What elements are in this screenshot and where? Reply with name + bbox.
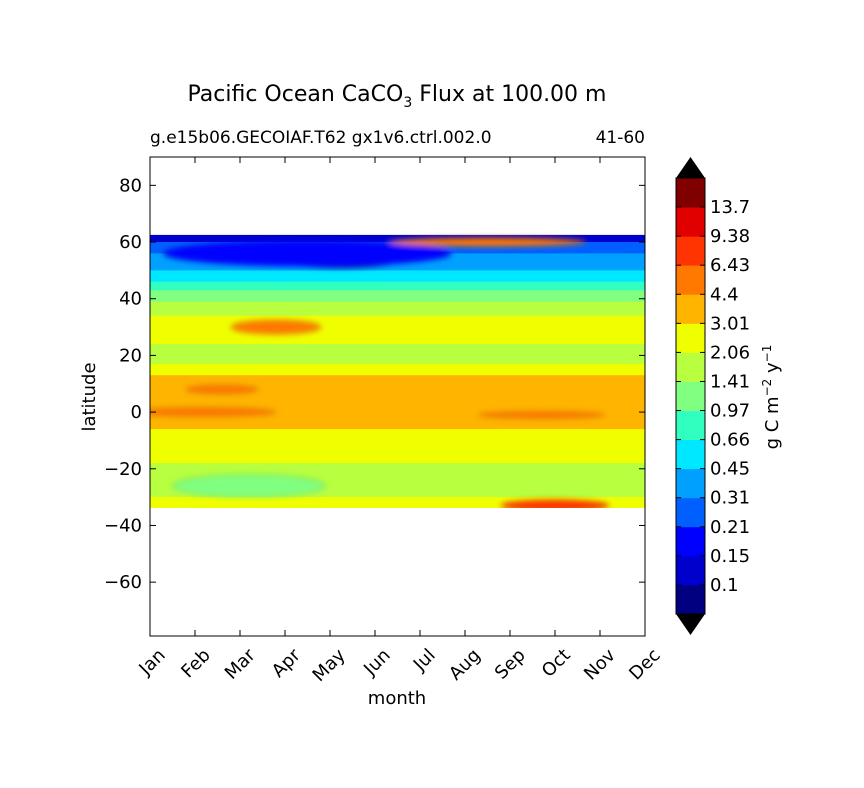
- colorbar-swatch: [676, 526, 705, 557]
- contour-region-south-spring-bloom: [500, 499, 610, 508]
- contour-band: [150, 363, 645, 376]
- colorbar-level-label: 2.06: [710, 342, 750, 363]
- colorbar-swatch: [676, 323, 705, 353]
- colorbar-swatch: [676, 207, 705, 237]
- colorbar-level-label: 6.43: [710, 255, 750, 276]
- x-tick-label: Dec: [625, 645, 664, 684]
- contour-band: [150, 375, 645, 430]
- colorbar-swatch: [676, 294, 705, 324]
- y-tick-label: −40: [104, 515, 142, 536]
- colorbar-swatch: [676, 178, 705, 208]
- chart-title: Pacific Ocean CaCO3 Flux at 100.00 m: [188, 82, 607, 111]
- contour-band: [150, 429, 645, 447]
- chart-subtitle-left: g.e15b06.GECOIAF.T62 gx1v6.ctrl.002.0: [150, 128, 492, 148]
- contour-region-subtropical-north-high: [230, 319, 322, 335]
- contour-band: [150, 281, 645, 291]
- colorbar-level-label: 13.7: [710, 197, 750, 218]
- x-tick-label: May: [309, 645, 350, 686]
- colorbar-level-label: 0.1: [710, 575, 739, 596]
- colorbar: 0.1 0.15 0.21 0.31 0.45 0.66 0.97 1.41 2.06 3.01 4…: [675, 157, 750, 635]
- colorbar-swatch: [676, 381, 705, 411]
- colorbar-swatch: [676, 555, 705, 586]
- colorbar-level-label: 0.21: [710, 517, 750, 538]
- contour-region-equator-band-2: [478, 411, 605, 419]
- y-tick-label: 80: [119, 175, 142, 196]
- contour-band: [150, 301, 645, 317]
- x-tick-label: Jun: [359, 645, 394, 680]
- contour-band: [150, 234, 645, 243]
- plot-frame: [149, 156, 646, 637]
- colorbar-level-label: 0.97: [710, 401, 750, 422]
- contour-region-south-gyre: [172, 474, 326, 498]
- x-tick-label: Sep: [491, 645, 530, 684]
- x-tick-label: Feb: [177, 645, 214, 682]
- colorbar-swatch: [676, 236, 705, 266]
- contour-band: [150, 290, 645, 303]
- x-tick-label: Oct: [538, 645, 575, 682]
- contour-field: [150, 234, 645, 508]
- y-axis-label: latitude: [79, 362, 100, 431]
- contour-region-north-summer-bloom: [388, 237, 587, 247]
- colorbar-level-label: 0.15: [710, 546, 750, 567]
- y-tick-label: −60: [104, 572, 142, 593]
- y-tick-label: −20: [104, 459, 142, 480]
- colorbar-swatch: [676, 439, 705, 470]
- x-tick-label: Mar: [221, 644, 260, 683]
- x-tick-label: Jul: [409, 645, 440, 676]
- contour-band: [150, 315, 645, 345]
- contour-band: [150, 497, 645, 508]
- contour-band: [150, 344, 645, 365]
- colorbar-level-label: 3.01: [710, 313, 750, 334]
- colorbar-extend-max: [676, 157, 705, 178]
- colorbar-label: g C m−2 y−1: [760, 345, 783, 450]
- chart-subtitle-right: 41-60: [596, 128, 645, 148]
- x-tick-label: Apr: [268, 644, 305, 681]
- contour-region-north-tropical-spot: [185, 384, 259, 395]
- x-tick-label: Aug: [445, 645, 485, 685]
- colorbar-extend-min: [676, 614, 705, 635]
- contour-region-north-subpolar-blue: [163, 240, 452, 267]
- x-tick-label: Jan: [135, 645, 170, 680]
- contour-region-equator-band: [150, 407, 277, 417]
- y-tick-label: 20: [119, 345, 142, 366]
- y-tick-label: 60: [119, 232, 142, 253]
- y-axis: 80 60 40 20 0 −20 −40 −60: [104, 175, 645, 593]
- colorbar-level-label: 9.38: [710, 226, 750, 247]
- colorbar-swatch: [676, 352, 705, 382]
- colorbar-level-label: 0.45: [710, 459, 750, 480]
- contour-band: [150, 446, 645, 464]
- colorbar-swatch: [676, 497, 705, 528]
- x-axis-label: month: [368, 688, 426, 709]
- colorbar-swatch: [676, 468, 705, 499]
- contour-band: [150, 270, 645, 283]
- colorbar-swatch: [676, 410, 705, 440]
- y-tick-label: 0: [131, 402, 142, 423]
- colorbar-level-label: 0.31: [710, 488, 750, 509]
- colorbar-level-label: 1.41: [710, 371, 750, 392]
- y-tick-label: 40: [119, 289, 142, 310]
- colorbar-swatch: [676, 265, 705, 295]
- colorbar-level-label: 0.66: [710, 430, 750, 451]
- colorbar-level-label: 4.4: [710, 284, 739, 305]
- x-tick-label: Nov: [580, 645, 620, 685]
- colorbar-swatch: [676, 584, 705, 615]
